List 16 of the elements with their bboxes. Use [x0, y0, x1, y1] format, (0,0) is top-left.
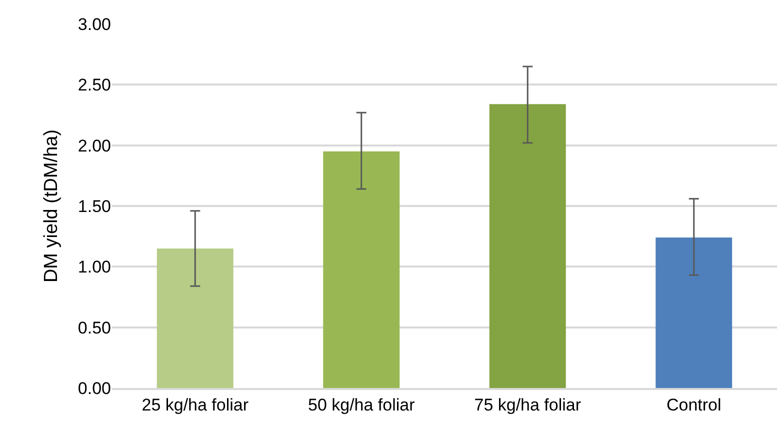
x-tick-label: 25 kg/ha foliar — [142, 395, 249, 414]
x-tick-label: Control — [666, 395, 722, 414]
y-axis-title: DM yield (tDM/ha) — [40, 129, 62, 283]
y-tick-label: 0.50 — [78, 318, 111, 338]
bar — [323, 151, 400, 388]
y-tick-label: 1.00 — [78, 258, 111, 277]
y-tick-label: 3.00 — [78, 14, 111, 34]
y-tick-label: 2.50 — [78, 76, 111, 95]
y-tick-label: 1.50 — [78, 196, 111, 216]
bar — [489, 104, 566, 388]
x-tick-label: 75 kg/ha foliar — [474, 395, 582, 414]
x-tick-label: 50 kg/ha foliar — [308, 395, 416, 414]
bar — [656, 238, 732, 388]
y-tick-label: 2.00 — [78, 136, 111, 156]
bar — [156, 248, 234, 388]
y-tick-label: 0.00 — [78, 378, 111, 398]
